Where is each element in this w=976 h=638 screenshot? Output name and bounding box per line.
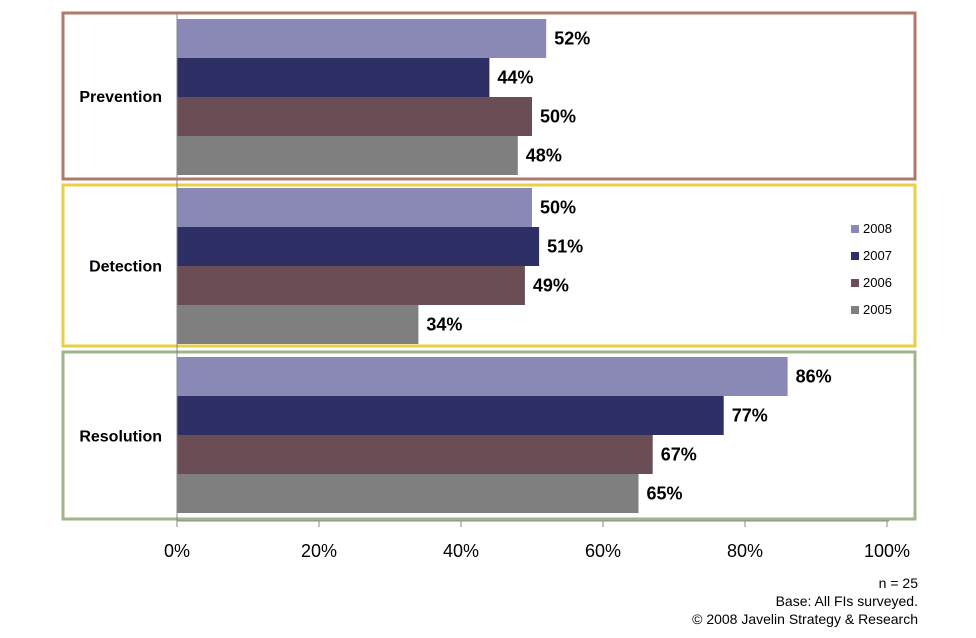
data-label: 77% (732, 406, 768, 426)
bar (177, 58, 490, 97)
x-tick-label: 20% (301, 541, 337, 561)
legend-swatch (851, 279, 859, 287)
x-tick-label: 60% (585, 541, 621, 561)
legend-label: 2005 (863, 302, 892, 317)
bar (177, 305, 419, 344)
legend-label: 2007 (863, 248, 892, 263)
bar (177, 357, 788, 396)
x-tick-label: 80% (727, 541, 763, 561)
bar (177, 266, 525, 305)
data-label: 65% (647, 484, 683, 504)
category-frame (61, 183, 917, 348)
legend-swatch (851, 306, 859, 314)
copyright-note: © 2008 Javelin Strategy & Research (692, 611, 918, 627)
data-label: 67% (661, 445, 697, 465)
x-tick-label: 40% (443, 541, 479, 561)
legend-swatch (851, 252, 859, 260)
x-tick-label: 0% (164, 541, 190, 561)
bar (177, 97, 532, 136)
bar (177, 227, 540, 266)
bar (177, 136, 518, 175)
data-label: 52% (554, 29, 590, 49)
bar (177, 474, 639, 513)
category-label: Resolution (79, 429, 162, 446)
data-label: 44% (497, 68, 533, 88)
bar (177, 188, 532, 227)
legend-label: 2008 (863, 221, 892, 236)
category-label: Detection (89, 259, 162, 276)
legend-label: 2006 (863, 275, 892, 290)
bar (177, 19, 547, 58)
data-label: 86% (796, 367, 832, 387)
data-label: 48% (526, 146, 562, 166)
category-label: Prevention (79, 89, 162, 106)
x-tick-label: 100% (864, 541, 910, 561)
bar-chart: 52% 44% 50% 48% Prevention 50% 51% 49% 34% Detect… (61, 11, 917, 561)
data-label: 34% (426, 315, 462, 335)
category-frame (61, 350, 917, 521)
bar (177, 396, 724, 435)
category-frame (61, 11, 917, 181)
data-label: 51% (547, 237, 583, 257)
base-note: Base: All FIs surveyed. (775, 593, 918, 609)
data-label: 50% (540, 198, 576, 218)
sample-size-note: n = 25 (878, 575, 918, 591)
bar (177, 435, 653, 474)
legend-swatch (851, 225, 859, 233)
data-label: 50% (540, 107, 576, 127)
data-label: 49% (533, 276, 569, 296)
